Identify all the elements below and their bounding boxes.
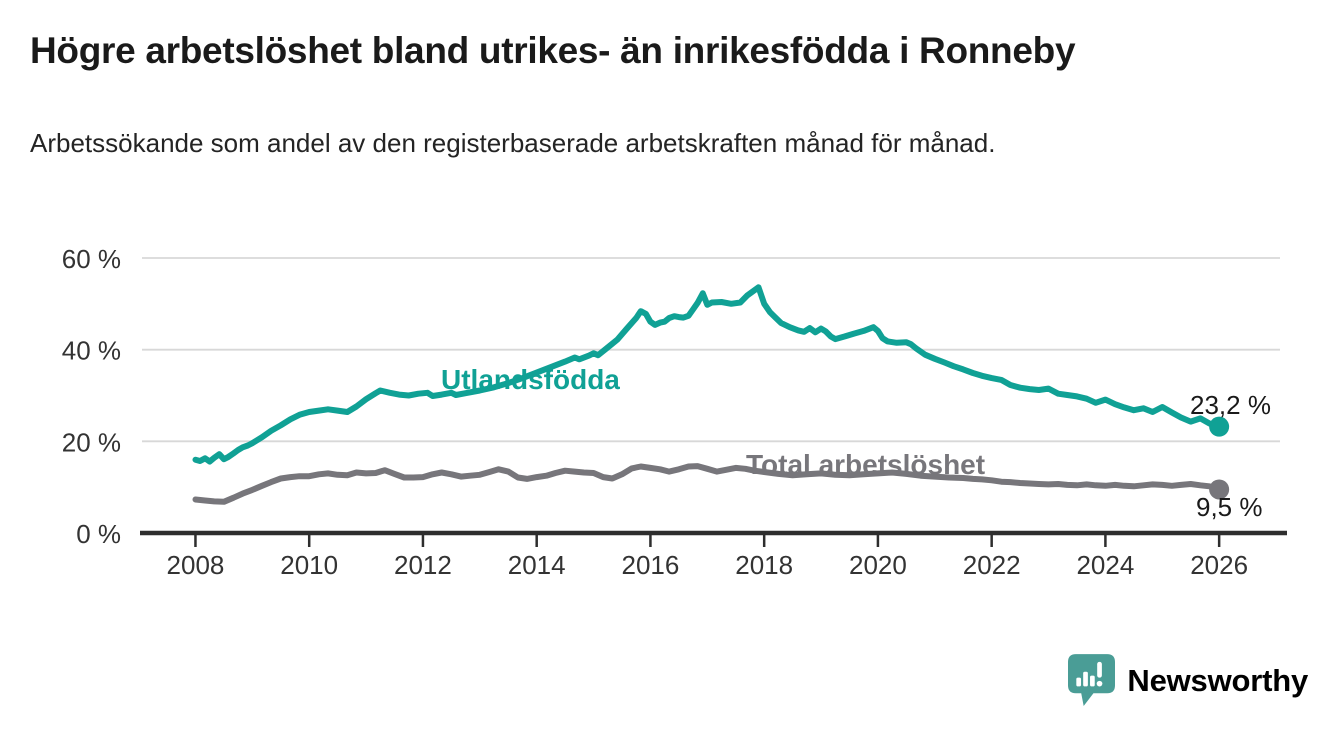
y-tick-label: 0 % — [76, 519, 121, 549]
x-tick-label: 2018 — [735, 550, 793, 580]
x-tick-label: 2024 — [1076, 550, 1134, 580]
x-tick-label: 2010 — [280, 550, 338, 580]
x-tick-label: 2026 — [1190, 550, 1248, 580]
x-tick-label: 2016 — [622, 550, 680, 580]
series-label-total: Total arbetslöshet — [746, 449, 985, 480]
series-line-utlandsfodda — [192, 284, 1223, 465]
page-title: Högre arbetslöshet bland utrikes- än inr… — [30, 30, 1076, 71]
y-tick-label: 20 % — [62, 427, 121, 457]
newsworthy-logo: Newsworthy — [1068, 652, 1308, 710]
x-tick-label: 2008 — [167, 550, 225, 580]
y-tick-label: 40 % — [62, 336, 121, 366]
x-tick-label: 2012 — [394, 550, 452, 580]
x-tick-label: 2014 — [508, 550, 566, 580]
series-end-value-utlandsfodda: 23,2 % — [1190, 390, 1271, 420]
chart-area: 0 % 20 % 40 % 60 % 2008 2010 2012 2014 2016 2018 2… — [62, 244, 1287, 580]
series-end-dot-total — [1209, 479, 1230, 500]
x-tick-label: 2020 — [849, 550, 907, 580]
x-tick-label: 2022 — [963, 550, 1021, 580]
y-tick-label: 60 % — [62, 244, 121, 274]
series-end-value-total: 9,5 % — [1196, 492, 1263, 522]
newsworthy-logo-text: Newsworthy — [1127, 663, 1308, 698]
newsworthy-logo-icon — [1068, 653, 1116, 706]
series-label-utlandsfodda: Utlandsfödda — [441, 364, 620, 395]
series-end-dot-utlandsfodda — [1209, 416, 1230, 437]
series-line-total — [192, 463, 1223, 505]
unemployment-line-chart: 0 % 20 % 40 % 60 % 2008 2010 2012 2014 2016 2018 2… — [62, 244, 1287, 580]
chart-subtitle: Arbetssökande som andel av den registerb… — [30, 128, 996, 158]
